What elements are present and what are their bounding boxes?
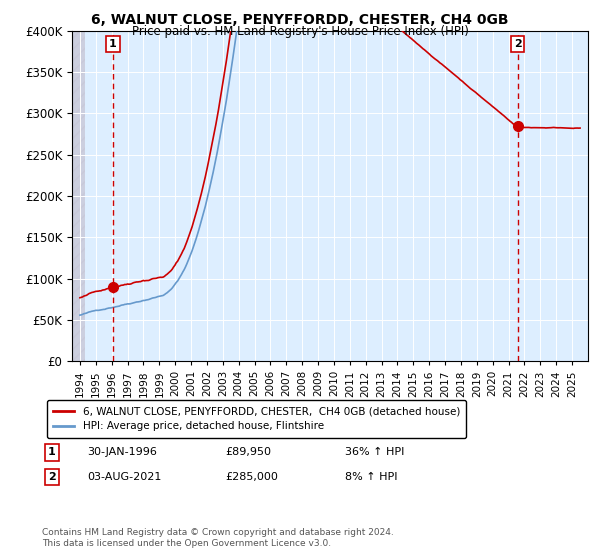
Text: 6, WALNUT CLOSE, PENYFFORDD, CHESTER, CH4 0GB: 6, WALNUT CLOSE, PENYFFORDD, CHESTER, CH… [91,13,509,27]
Text: Contains HM Land Registry data © Crown copyright and database right 2024.
This d: Contains HM Land Registry data © Crown c… [42,528,394,548]
Text: 03-AUG-2021: 03-AUG-2021 [87,472,161,482]
Legend: 6, WALNUT CLOSE, PENYFFORDD, CHESTER,  CH4 0GB (detached house), HPI: Average pr: 6, WALNUT CLOSE, PENYFFORDD, CHESTER, CH… [47,400,466,438]
Text: 2: 2 [514,39,521,49]
Polygon shape [72,31,85,361]
Text: 30-JAN-1996: 30-JAN-1996 [87,447,157,458]
Text: £285,000: £285,000 [225,472,278,482]
Text: 1: 1 [109,39,117,49]
Text: 2: 2 [48,472,56,482]
Text: £89,950: £89,950 [225,447,271,458]
Text: 8% ↑ HPI: 8% ↑ HPI [345,472,398,482]
Text: 36% ↑ HPI: 36% ↑ HPI [345,447,404,458]
Text: 1: 1 [48,447,56,458]
Text: Price paid vs. HM Land Registry's House Price Index (HPI): Price paid vs. HM Land Registry's House … [131,25,469,38]
